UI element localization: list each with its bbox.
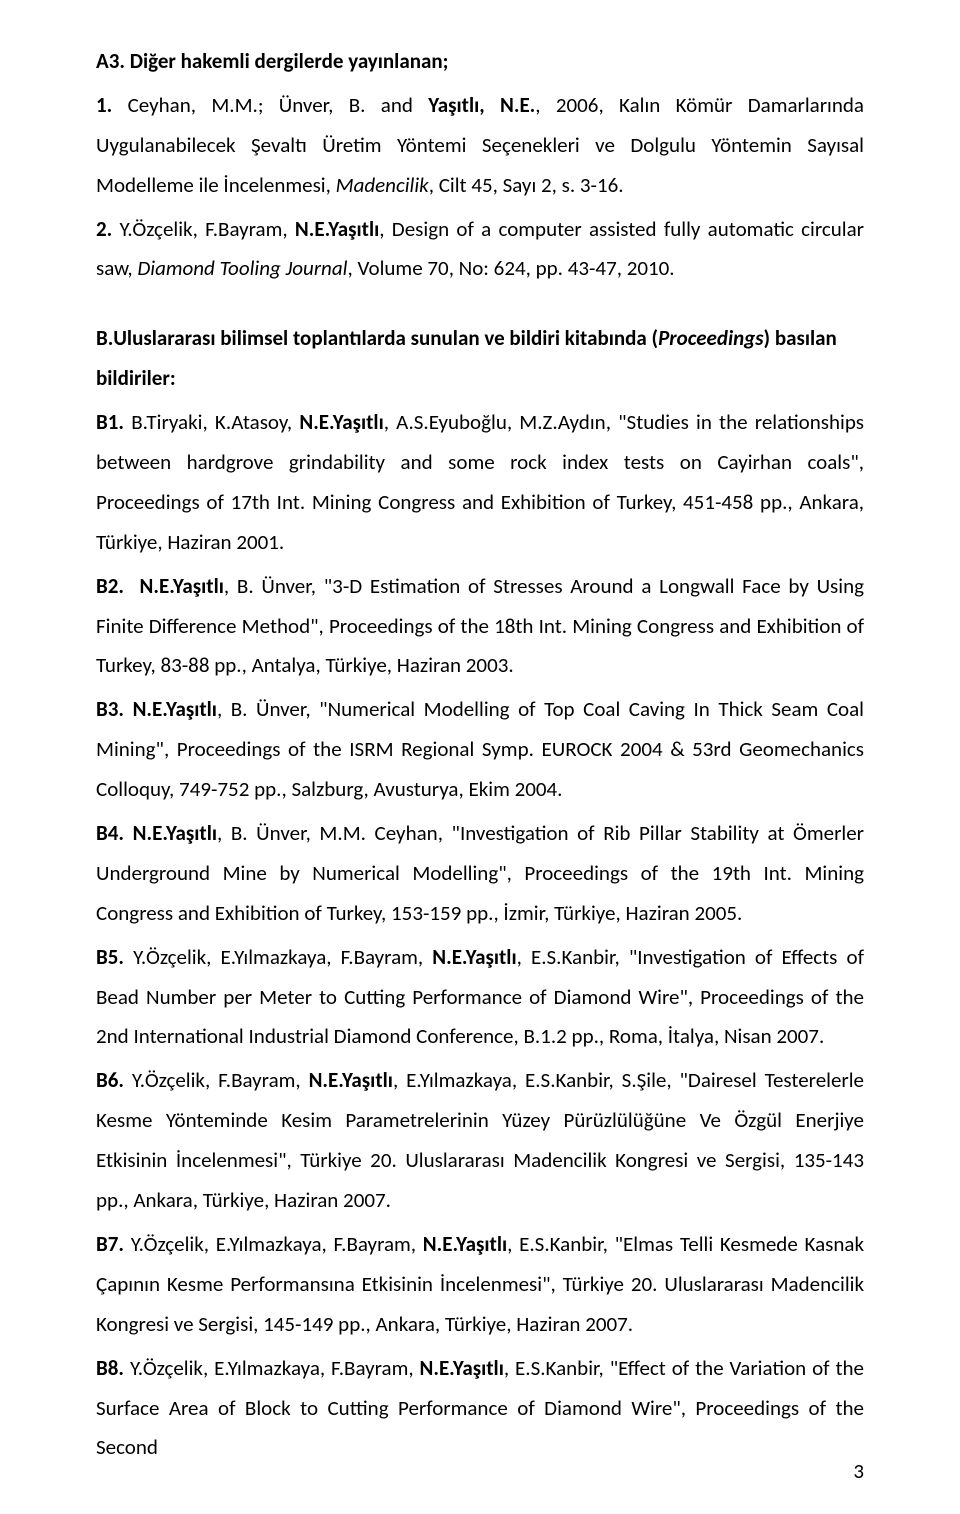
entry-a3-2: 2. Y.Özçelik, F.Bayram, N.E.Yaşıtlı, Des… [96, 210, 864, 290]
entry-text: , Cilt 45, Sayı 2, s. 3-16. [429, 172, 624, 198]
page-number: 3 [853, 1458, 864, 1484]
entry-author: N.E.Yaşıtlı [133, 820, 217, 846]
entry-author: N.E.Yaşıtlı [420, 1355, 504, 1381]
entry-text: Y.Özçelik, F.Bayram, [112, 216, 295, 242]
entry-text: , Volume 70, No: 624, pp. 43-47, 2010. [347, 255, 674, 281]
entry-author: N.E.Yaşıtlı [299, 409, 383, 435]
entry-text: Y.Özçelik, E.Yılmazkaya, F.Bayram, [124, 1355, 419, 1381]
entry-b4: B4. N.E.Yaşıtlı, B. Ünver, M.M. Ceyhan, … [96, 814, 864, 934]
entry-b3: B3. N.E.Yaşıtlı, B. Ünver, "Numerical Mo… [96, 690, 864, 810]
entry-b5: B5. Y.Özçelik, E.Yılmazkaya, F.Bayram, N… [96, 938, 864, 1058]
entry-author: Yaşıtlı, N.E. [428, 92, 535, 118]
spacer [96, 293, 864, 319]
entry-label: 2. [96, 216, 112, 242]
heading-proceedings: Proceedings [658, 325, 763, 351]
entry-label: B2. [96, 573, 124, 599]
entry-b1: B1. B.Tiryaki, K.Atasoy, N.E.Yaşıtlı, A.… [96, 403, 864, 563]
entry-label: B7. [96, 1231, 124, 1257]
entry-author: N.E.Yaşıtlı [140, 573, 224, 599]
entry-journal: Diamond Tooling Journal [137, 255, 347, 281]
entry-b6: B6. Y.Özçelik, F.Bayram, N.E.Yaşıtlı, E.… [96, 1061, 864, 1221]
document-page: A3. Diğer hakemli dergilerde yayınlanan;… [0, 0, 960, 1514]
section-heading-b: B.Uluslararası bilimsel toplantılarda su… [96, 319, 864, 399]
entry-text: Ceyhan, M.M.; Ünver, B. and [112, 92, 428, 118]
entry-author: N.E.Yaşıtlı [432, 944, 516, 970]
entry-b8: B8. Y.Özçelik, E.Yılmazkaya, F.Bayram, N… [96, 1349, 864, 1469]
entry-text: Y.Özçelik, E.Yılmazkaya, F.Bayram, [124, 1231, 423, 1257]
entry-author: N.E.Yaşıtlı [133, 696, 217, 722]
entry-label: B5. [96, 944, 124, 970]
heading-text: B.Uluslararası bilimsel toplantılarda su… [96, 325, 658, 351]
entry-label: B8. [96, 1355, 124, 1381]
section-heading-a3: A3. Diğer hakemli dergilerde yayınlanan; [96, 42, 864, 82]
entry-text: B.Tiryaki, K.Atasoy, [124, 409, 299, 435]
entry-author: N.E.Yaşıtlı [295, 216, 379, 242]
entry-text: Y.Özçelik, E.Yılmazkaya, F.Bayram, [124, 944, 432, 970]
entry-label: B3. [96, 696, 124, 722]
entry-b7: B7. Y.Özçelik, E.Yılmazkaya, F.Bayram, N… [96, 1225, 864, 1345]
entry-label: 1. [96, 92, 112, 118]
entry-b2: B2. N.E.Yaşıtlı, B. Ünver, "3-D Estimati… [96, 567, 864, 687]
entry-author: N.E.Yaşıtlı [309, 1067, 393, 1093]
entry-label: B1. [96, 409, 124, 435]
entry-a3-1: 1. Ceyhan, M.M.; Ünver, B. and Yaşıtlı, … [96, 86, 864, 206]
entry-author: N.E.Yaşıtlı [423, 1231, 507, 1257]
entry-text: Y.Özçelik, F.Bayram, [124, 1067, 309, 1093]
entry-label: B6. [96, 1067, 124, 1093]
entry-journal: Madencilik [336, 172, 429, 198]
entry-label: B4. [96, 820, 124, 846]
